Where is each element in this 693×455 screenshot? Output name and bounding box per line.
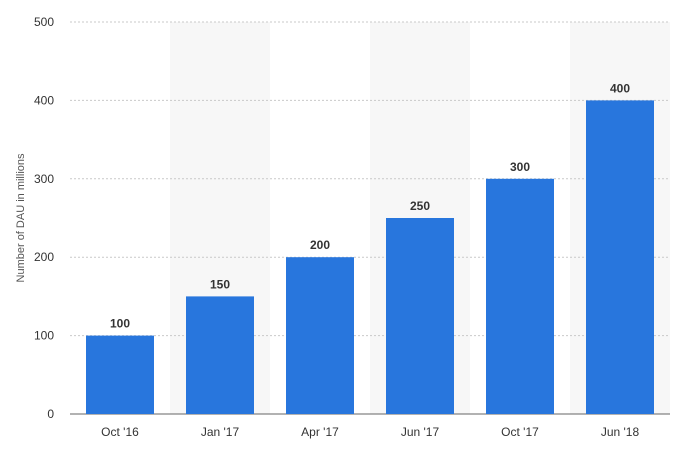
bar: [186, 296, 254, 414]
bar: [86, 335, 154, 414]
y-tick-label: 0: [47, 407, 54, 421]
x-tick-label: Jun '17: [401, 425, 440, 439]
x-axis-ticks: Oct '16 Jan '17 Apr '17 Jun '17 Oct '17 Jun '…: [101, 425, 639, 439]
x-tick-label: Jun '18: [601, 425, 640, 439]
y-axis-title: Number of DAU in millions: [15, 153, 27, 282]
bar: [286, 257, 354, 414]
bars: [86, 100, 654, 415]
data-label: 300: [510, 160, 530, 174]
data-label: 150: [210, 277, 230, 291]
gridlines: [70, 21, 670, 415]
x-tick-label: Jan '17: [201, 425, 240, 439]
y-tick-label: 500: [34, 15, 54, 29]
y-tick-label: 400: [34, 93, 54, 107]
y-axis-ticks: 0 100 200 300 400 500: [34, 15, 54, 421]
x-tick-label: Oct '16: [101, 425, 139, 439]
data-label: 400: [610, 81, 630, 95]
data-label: 100: [110, 317, 130, 331]
y-tick-label: 300: [34, 172, 54, 186]
y-tick-label: 100: [34, 329, 54, 343]
bar: [386, 218, 454, 414]
bar: [486, 178, 554, 414]
data-labels: 100 150 200 250 300 400: [110, 81, 630, 330]
x-tick-label: Oct '17: [501, 425, 539, 439]
x-tick-label: Apr '17: [301, 425, 339, 439]
bar: [586, 100, 654, 415]
data-label: 250: [410, 199, 430, 213]
y-tick-label: 200: [34, 250, 54, 264]
data-label: 200: [310, 238, 330, 252]
